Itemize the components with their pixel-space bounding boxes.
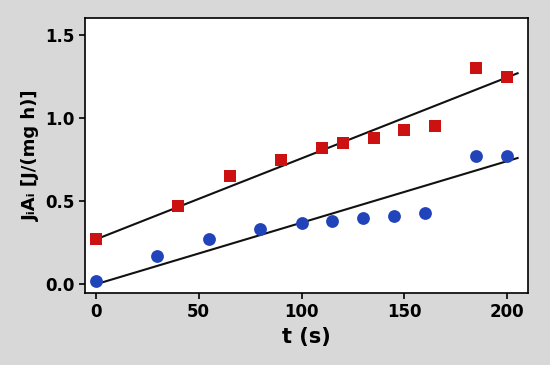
Point	[400, 127, 409, 132]
Point	[225, 173, 234, 179]
Point	[318, 145, 327, 151]
Point	[359, 215, 367, 221]
Point	[472, 65, 481, 71]
Point	[91, 278, 100, 284]
Point	[390, 213, 399, 219]
Point	[503, 74, 512, 80]
Point	[256, 227, 265, 233]
Point	[338, 140, 347, 146]
Y-axis label: JᵢAᵢ [J/(mg h)]: JᵢAᵢ [J/(mg h)]	[22, 90, 40, 221]
Point	[369, 135, 378, 141]
Point	[503, 153, 512, 159]
Point	[328, 218, 337, 224]
Point	[277, 157, 285, 162]
Point	[91, 237, 100, 242]
Point	[472, 153, 481, 159]
Point	[431, 123, 439, 129]
Point	[297, 220, 306, 226]
Point	[153, 253, 162, 259]
X-axis label: t (s): t (s)	[282, 327, 331, 347]
Point	[205, 237, 213, 242]
Point	[421, 210, 430, 216]
Point	[174, 203, 183, 209]
